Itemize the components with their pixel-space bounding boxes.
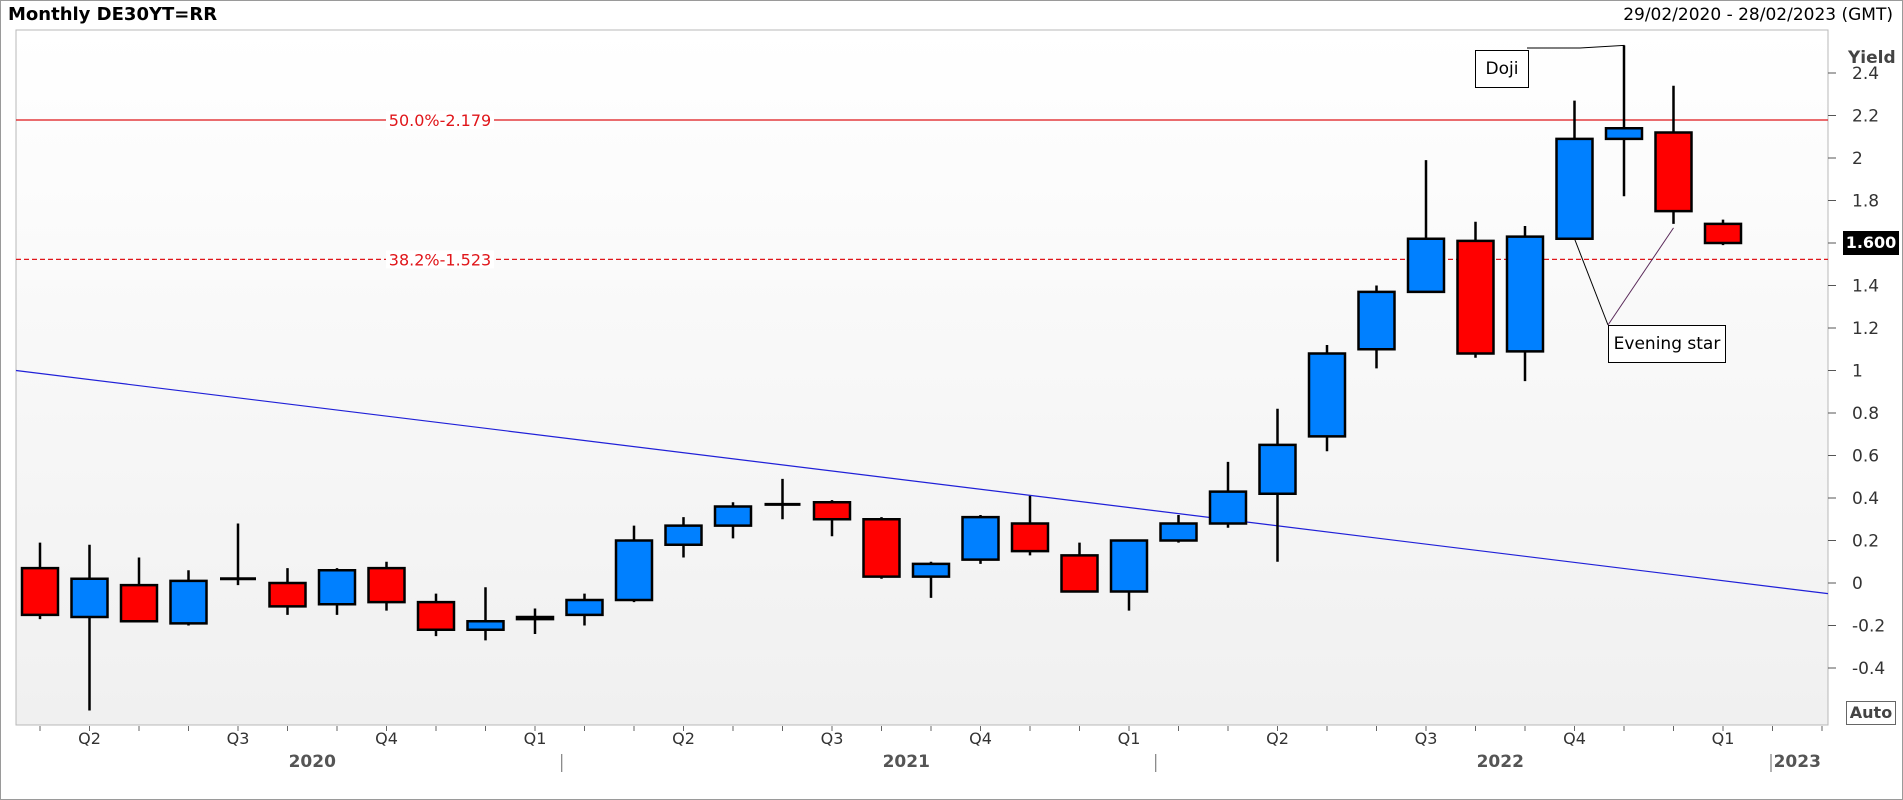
candle-body-2021-01 xyxy=(565,598,604,617)
quarter-label-6: Q4 xyxy=(969,729,992,748)
y-tick-label-2: 2 xyxy=(1852,149,1863,169)
quarter-label-7: Q1 xyxy=(1118,729,1141,748)
candle-body-2022-09 xyxy=(1555,137,1594,240)
year-label-2020: 2020 xyxy=(289,752,336,772)
candle-body-2021-04 xyxy=(713,505,753,527)
last-price-badge: 1.600 xyxy=(1843,231,1899,255)
candle-body-2021-08 xyxy=(911,562,951,578)
fib-label-1: 38.2%-1.523 xyxy=(389,250,491,269)
y-tick-label-0: 0 xyxy=(1852,574,1863,594)
candle-body-2021-06 xyxy=(812,501,852,521)
evening-star-callout-b xyxy=(1607,227,1674,326)
date-range: 29/02/2020 - 28/02/2023 (GMT) xyxy=(1623,5,1893,25)
candle-body-2022-05 xyxy=(1357,290,1396,351)
candle-body-2020-02 xyxy=(20,566,60,617)
quarter-label-4: Q2 xyxy=(672,729,695,748)
quarter-label-5: Q3 xyxy=(821,729,844,748)
y-tick-label-0.2: 0.2 xyxy=(1852,532,1879,552)
candle-body-2022-06 xyxy=(1406,237,1446,294)
quarter-label-10: Q4 xyxy=(1563,729,1586,748)
y-tick-label-2.2: 2.2 xyxy=(1852,107,1879,127)
y-tick-label-1: 1 xyxy=(1852,362,1863,382)
last-price-value: 1.600 xyxy=(1845,233,1897,252)
y-tick-label-2.4: 2.4 xyxy=(1852,64,1879,84)
y-tick-label--0.4: -0.4 xyxy=(1852,659,1885,679)
candle-body-2022-10 xyxy=(1604,127,1644,141)
candle-body-2021-10 xyxy=(1010,522,1050,553)
evening-star-callout-a xyxy=(1574,238,1609,326)
quarter-label-11: Q1 xyxy=(1712,729,1735,748)
y-tick-label-0.4: 0.4 xyxy=(1852,489,1879,509)
fib-label-bg-1 xyxy=(386,250,494,269)
year-label-2023: 2023 xyxy=(1774,752,1821,772)
evening-star-annotation: Evening star xyxy=(1608,325,1726,363)
candle-body-2022-11 xyxy=(1654,131,1693,213)
quarter-label-3: Q1 xyxy=(524,729,547,748)
candle-body-2020-12 xyxy=(515,615,555,621)
candle-body-2020-10 xyxy=(416,600,456,631)
candle-body-2020-09 xyxy=(367,566,406,604)
candle-body-2021-02 xyxy=(614,539,654,602)
candle-body-2020-07 xyxy=(268,581,307,608)
candle-body-2020-03 xyxy=(70,577,109,619)
evening-star-label: Evening star xyxy=(1613,334,1721,354)
y-tick-label-0.8: 0.8 xyxy=(1852,404,1879,424)
candle-body-2021-12 xyxy=(1109,539,1149,593)
year-label-2021: 2021 xyxy=(883,752,930,772)
y-tick-label-1.8: 1.8 xyxy=(1852,192,1879,212)
candle-body-2022-04 xyxy=(1307,352,1347,438)
candle-body-2021-09 xyxy=(961,515,1000,561)
auto-scale-button[interactable]: Auto xyxy=(1846,701,1896,725)
candle-body-2020-05 xyxy=(169,579,208,625)
candle-body-2020-08 xyxy=(317,569,357,606)
quarter-label-0: Q2 xyxy=(78,729,101,748)
candle-body-2022-07 xyxy=(1456,239,1495,355)
candle-body-2022-01 xyxy=(1159,522,1198,542)
candle-body-2020-11 xyxy=(466,620,505,631)
candle-body-2022-03 xyxy=(1258,443,1297,495)
candle-body-2022-02 xyxy=(1208,490,1248,525)
plot-area xyxy=(15,29,1829,726)
candle-body-2021-03 xyxy=(664,524,703,546)
fib-label-bg-0 xyxy=(386,110,494,129)
quarter-label-8: Q2 xyxy=(1266,729,1289,748)
quarter-label-2: Q4 xyxy=(375,729,398,748)
fib-label-0: 50.0%-2.179 xyxy=(389,111,491,130)
y-axis-title: Yield xyxy=(1847,48,1896,68)
candle-body-2021-11 xyxy=(1060,554,1099,593)
quarter-label-1: Q3 xyxy=(227,729,250,748)
y-tick-label--0.2: -0.2 xyxy=(1852,617,1885,637)
y-tick-label-1.2: 1.2 xyxy=(1852,319,1879,339)
y-tick-label-0.6: 0.6 xyxy=(1852,447,1879,467)
candle-body-2022-08 xyxy=(1505,235,1545,353)
year-label-2022: 2022 xyxy=(1477,752,1524,772)
auto-scale-label: Auto xyxy=(1849,703,1893,722)
y-tick-label-1.4: 1.4 xyxy=(1852,277,1879,297)
chart-title: Monthly DE30YT=RR xyxy=(8,4,218,25)
candle-body-2022-12 xyxy=(1703,222,1743,245)
candle-body-2020-04 xyxy=(119,583,159,623)
candle-body-2021-07 xyxy=(862,518,901,578)
doji-label: Doji xyxy=(1485,59,1519,79)
trend-line xyxy=(15,369,1829,595)
quarter-label-9: Q3 xyxy=(1415,729,1438,748)
doji-annotation: Doji xyxy=(1475,50,1529,88)
chart-header: Monthly DE30YT=RR 29/02/2020 - 28/02/202… xyxy=(0,0,1903,30)
